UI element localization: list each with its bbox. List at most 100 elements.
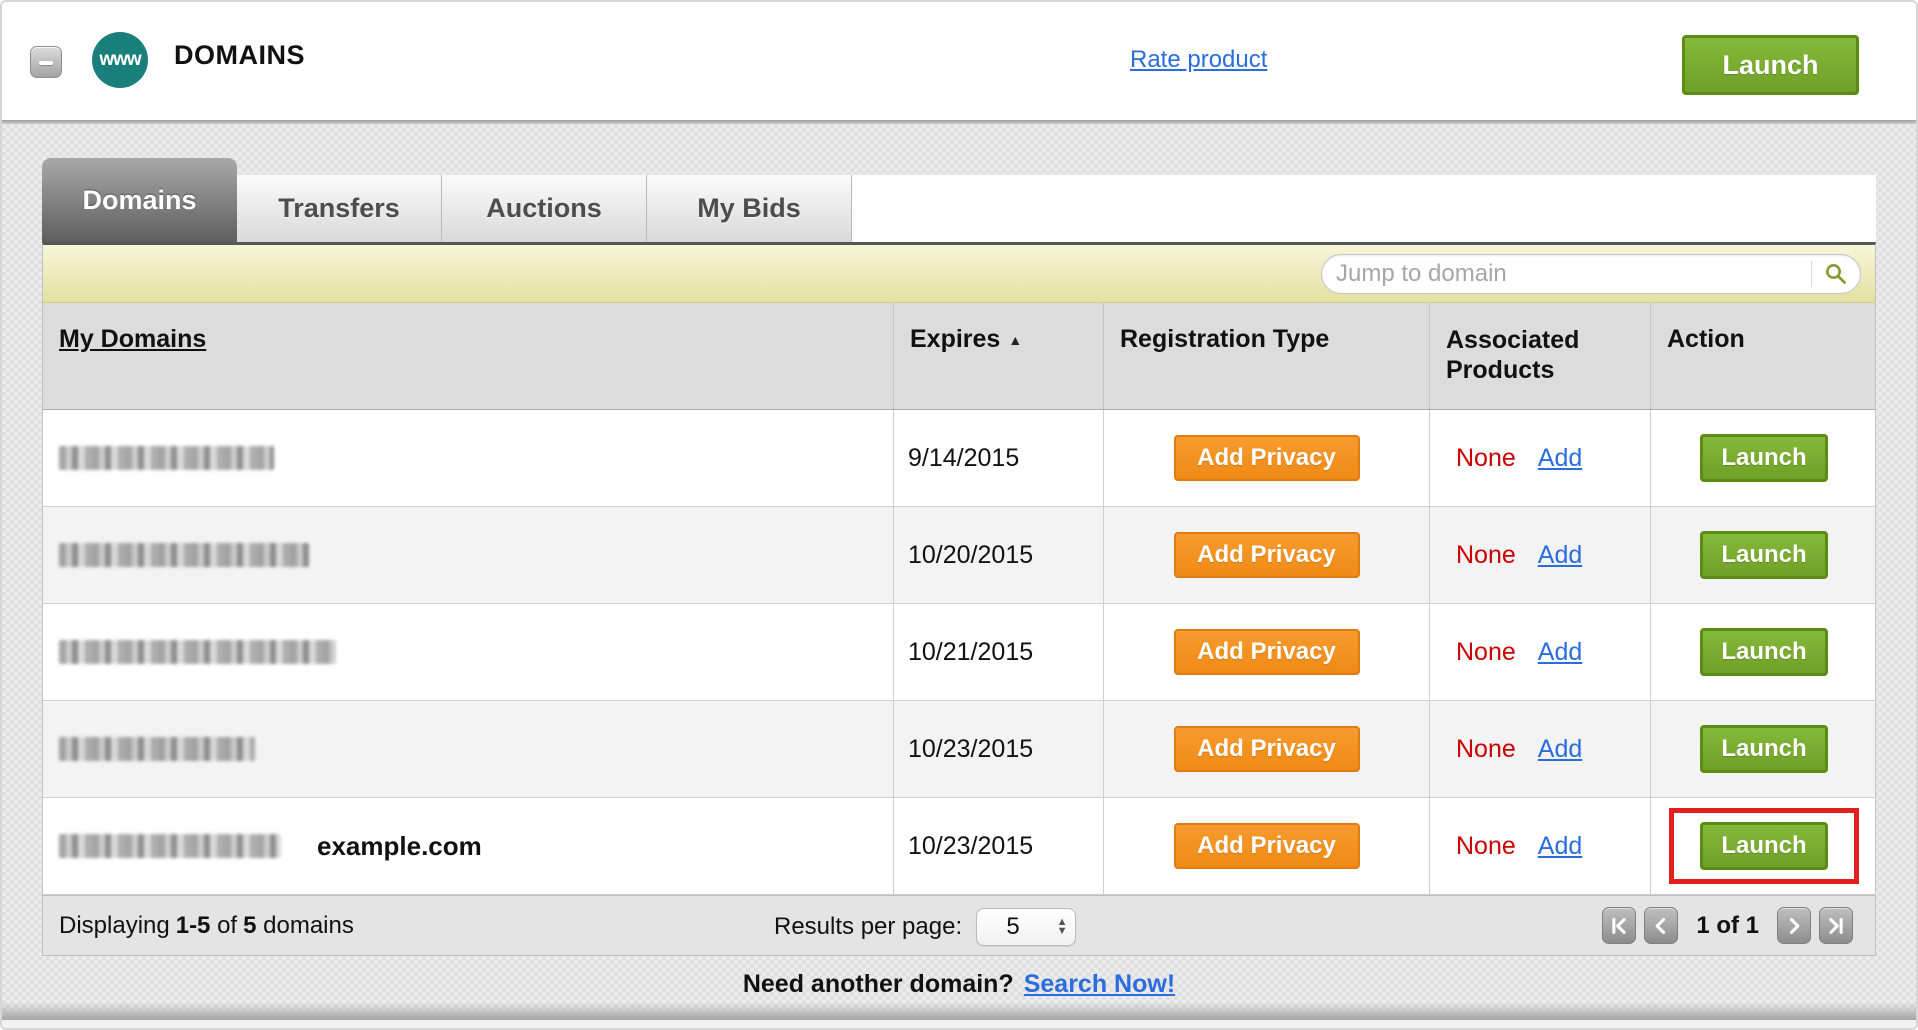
expires-cell: 10/23/2015 — [893, 701, 1103, 797]
expires-cell: 9/14/2015 — [893, 410, 1103, 506]
page-background: Domains Transfers Auctions My Bids — [2, 124, 1916, 1028]
page-indicator: 1 of 1 — [1696, 911, 1759, 939]
displaying-range: 1-5 — [175, 912, 211, 939]
redacted-domain — [59, 640, 336, 664]
associated-status: None — [1456, 443, 1516, 472]
table-row: 10/21/2015 Add Privacy None Add Launch — [43, 604, 1875, 701]
launch-button[interactable]: Launch — [1700, 725, 1828, 773]
launch-button[interactable]: Launch — [1700, 531, 1828, 579]
highlight-annotation-box: Launch — [1669, 808, 1859, 884]
domain-cell — [43, 410, 893, 506]
domains-panel: My Domains Expires ▲ Registration Type As… — [42, 242, 1876, 956]
associated-status: None — [1456, 734, 1516, 763]
add-privacy-button[interactable]: Add Privacy — [1173, 629, 1360, 675]
redacted-domain — [59, 446, 274, 470]
launch-button[interactable]: Launch — [1700, 822, 1828, 870]
table-row: 10/23/2015 Add Privacy None Add Launch — [43, 701, 1875, 798]
search-input[interactable] — [1322, 260, 1811, 288]
search-bar — [43, 245, 1875, 303]
column-header-associated-products: Associated Products — [1429, 303, 1650, 409]
app-header: www DOMAINS Rate product Launch — [2, 2, 1916, 120]
redacted-domain — [59, 737, 255, 761]
results-per-page-label: Results per page: — [774, 913, 963, 940]
action-cell: Launch — [1650, 701, 1877, 797]
my-domains-sort-link[interactable]: My Domains — [59, 325, 207, 353]
action-cell: Launch — [1650, 604, 1877, 700]
registration-cell: Add Privacy — [1103, 701, 1429, 797]
add-product-link[interactable]: Add — [1537, 540, 1583, 569]
need-domain-prompt: Need another domain? Search Now! — [2, 970, 1916, 999]
column-header-registration-type: Registration Type — [1103, 303, 1429, 409]
domain-cell — [43, 701, 893, 797]
associated-cell: None Add — [1429, 798, 1650, 894]
expires-label: Expires — [910, 325, 1001, 353]
pagination-next-button[interactable] — [1777, 907, 1811, 944]
launch-button[interactable]: Launch — [1700, 628, 1828, 676]
displaying-prefix: Displaying — [59, 912, 170, 939]
pagination-last-button[interactable] — [1819, 907, 1853, 944]
column-header-action: Action — [1650, 303, 1877, 409]
registration-cell: Add Privacy — [1103, 507, 1429, 603]
select-stepper-icon: ▲ ▼ — [1056, 915, 1068, 937]
sort-asc-icon: ▲ — [1008, 332, 1023, 348]
add-product-link[interactable]: Add — [1537, 637, 1583, 666]
search-divider — [1811, 261, 1812, 287]
pagination-first-button[interactable] — [1602, 907, 1637, 944]
results-per-page-value: 5 — [1006, 913, 1020, 940]
tab-domains[interactable]: Domains — [42, 158, 237, 242]
table-row: 10/20/2015 Add Privacy None Add Launch — [43, 507, 1875, 604]
expires-cell: 10/23/2015 — [893, 798, 1103, 894]
registration-cell: Add Privacy — [1103, 410, 1429, 506]
bottom-shadow-band — [2, 1002, 1916, 1020]
www-logo-icon: www — [92, 32, 148, 88]
domain-cell — [43, 604, 893, 700]
associated-cell: None Add — [1429, 410, 1650, 506]
action-cell: Launch — [1650, 798, 1877, 894]
table-row: 9/14/2015 Add Privacy None Add Launch — [43, 410, 1875, 507]
expires-cell: 10/20/2015 — [893, 507, 1103, 603]
domain-annotation: example.com — [317, 830, 482, 861]
add-privacy-button[interactable]: Add Privacy — [1173, 435, 1360, 481]
tab-strip-filler — [852, 175, 1876, 242]
column-header-my-domains: My Domains — [43, 303, 893, 409]
redacted-domain — [59, 543, 309, 567]
tab-auctions[interactable]: Auctions — [442, 175, 647, 242]
pagination-prev-button[interactable] — [1644, 907, 1679, 944]
action-cell: Launch — [1650, 410, 1877, 506]
collapse-icon[interactable] — [30, 46, 62, 78]
launch-app-button[interactable]: Launch — [1682, 35, 1859, 95]
results-per-page-select[interactable]: 5 ▲ ▼ — [976, 908, 1077, 946]
add-product-link[interactable]: Add — [1537, 831, 1583, 860]
add-privacy-button[interactable]: Add Privacy — [1173, 823, 1360, 869]
column-header-expires[interactable]: Expires ▲ — [893, 303, 1103, 409]
jump-to-domain-field — [1321, 254, 1861, 294]
search-icon[interactable] — [1812, 255, 1860, 293]
add-privacy-button[interactable]: Add Privacy — [1173, 726, 1360, 772]
redacted-domain — [59, 834, 281, 858]
tab-my-bids[interactable]: My Bids — [647, 175, 852, 242]
add-product-link[interactable]: Add — [1537, 734, 1583, 763]
displaying-of: of — [217, 912, 238, 939]
tab-transfers[interactable]: Transfers — [237, 175, 442, 242]
domain-cell: example.com — [43, 798, 893, 894]
rate-product-link[interactable]: Rate product — [1130, 46, 1268, 73]
results-per-page: Results per page: 5 ▲ ▼ — [774, 908, 1077, 946]
launch-button[interactable]: Launch — [1700, 434, 1828, 482]
expires-cell: 10/21/2015 — [893, 604, 1103, 700]
header-divider — [2, 120, 1916, 124]
tab-bar: Domains Transfers Auctions My Bids — [42, 158, 1876, 242]
associated-cell: None Add — [1429, 507, 1650, 603]
add-privacy-button[interactable]: Add Privacy — [1173, 532, 1360, 578]
search-now-link[interactable]: Search Now! — [1023, 970, 1176, 998]
associated-cell: None Add — [1429, 701, 1650, 797]
registration-cell: Add Privacy — [1103, 798, 1429, 894]
associated-status: None — [1456, 637, 1516, 666]
action-cell: Launch — [1650, 507, 1877, 603]
domain-cell — [43, 507, 893, 603]
add-product-link[interactable]: Add — [1537, 443, 1583, 472]
associated-cell: None Add — [1429, 604, 1650, 700]
associated-status: None — [1456, 540, 1516, 569]
table-row: example.com 10/23/2015 Add Privacy None A… — [43, 798, 1875, 895]
displaying-status: Displaying 1-5 of 5 domains — [59, 912, 360, 940]
